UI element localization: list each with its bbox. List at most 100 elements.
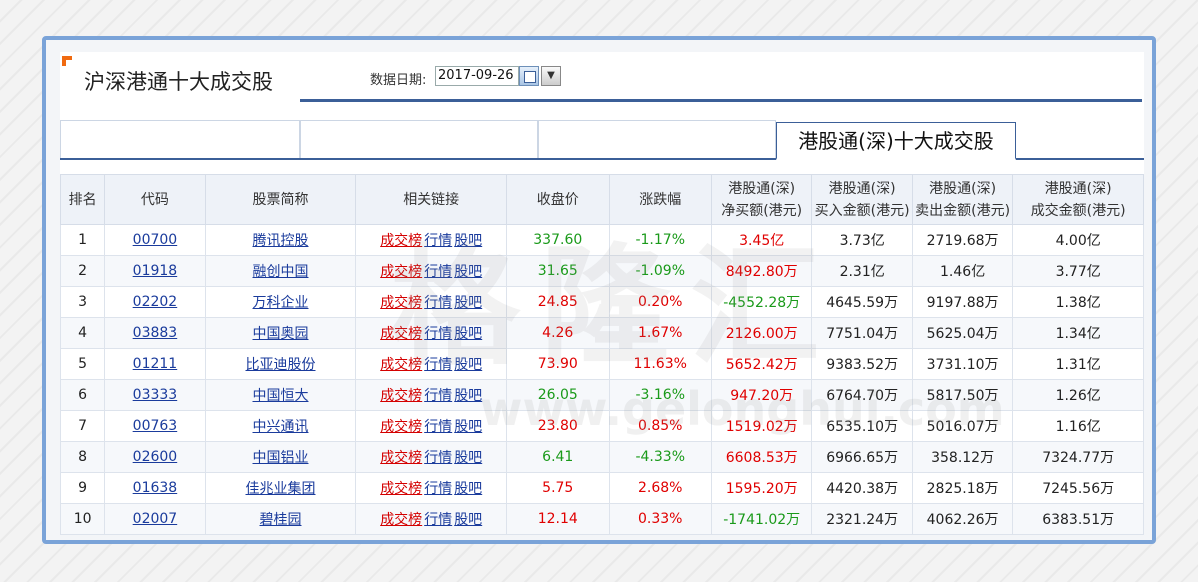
change-pct-cell: 1.67%	[608, 317, 712, 349]
forum-link[interactable]: 股吧	[454, 264, 483, 280]
tab-empty-3[interactable]	[538, 120, 776, 158]
stock-name-link[interactable]: 万科企业	[252, 295, 309, 311]
buy-amount-cell: 4645.59万	[811, 286, 913, 318]
change-pct-cell: 11.63%	[608, 348, 712, 380]
calendar-icon[interactable]	[519, 66, 539, 86]
quote-link[interactable]: 行情	[424, 357, 453, 373]
change-pct-cell: -4.33%	[608, 441, 712, 473]
net-buy-cell: 2126.00万	[710, 317, 813, 349]
stock-name-link[interactable]: 佳兆业集团	[245, 481, 316, 497]
stock-code-link[interactable]: 02007	[132, 511, 178, 527]
ranking-link[interactable]: 成交榜	[380, 419, 423, 435]
change-pct-cell: 0.85%	[608, 410, 712, 442]
ranking-link[interactable]: 成交榜	[380, 326, 423, 342]
ranking-link[interactable]: 成交榜	[380, 450, 423, 466]
forum-link[interactable]: 股吧	[454, 419, 483, 435]
forum-link[interactable]: 股吧	[454, 481, 483, 497]
forum-link[interactable]: 股吧	[454, 357, 483, 373]
name-cell: 中兴通讯	[204, 410, 357, 442]
stock-name-link[interactable]: 中国铝业	[252, 450, 309, 466]
stock-code-link[interactable]: 00700	[132, 232, 178, 248]
stock-code-link[interactable]: 02600	[132, 449, 178, 465]
forum-link[interactable]: 股吧	[454, 295, 483, 311]
rank-cell: 3	[59, 286, 106, 318]
quote-link[interactable]: 行情	[424, 388, 453, 404]
stock-code-link[interactable]: 02202	[132, 294, 178, 310]
ranking-link[interactable]: 成交榜	[380, 264, 423, 280]
code-cell: 03883	[104, 317, 206, 349]
ranking-link[interactable]: 成交榜	[380, 357, 423, 373]
total-amount-cell: 1.26亿	[1012, 379, 1144, 411]
total-amount-cell: 3.77亿	[1012, 255, 1144, 287]
stock-name-link[interactable]: 中国奥园	[252, 326, 309, 342]
forum-link[interactable]: 股吧	[454, 450, 483, 466]
change-pct-cell: -3.16%	[608, 379, 712, 411]
ranking-link[interactable]: 成交榜	[380, 295, 423, 311]
sell-amount-cell: 5625.04万	[911, 317, 1014, 349]
close-price-cell: 31.65	[506, 255, 610, 287]
sell-amount-cell: 2719.68万	[911, 224, 1014, 256]
rank-cell: 5	[59, 348, 106, 380]
table-header-row: 排名 代码 股票简称 相关链接 收盘价 涨跌幅 港股通(深) 净买额(港元) 港股通(深) 买入金…	[59, 174, 1144, 225]
stock-code-link[interactable]: 01638	[132, 480, 178, 496]
links-cell: 成交榜 行情 股吧	[355, 286, 508, 318]
column-header: 收盘价	[506, 174, 610, 225]
tab-hk-connect-sz[interactable]: 港股通(深)十大成交股	[776, 122, 1016, 160]
stock-name-link[interactable]: 腾讯控股	[252, 233, 309, 249]
name-cell: 融创中国	[204, 255, 357, 287]
buy-amount-cell: 7751.04万	[811, 317, 913, 349]
main-panel: 沪深港通十大成交股 数据日期: 2017-09-26 ▼ 港股通(深)十大成交股…	[42, 36, 1156, 544]
net-buy-cell: 947.20万	[710, 379, 813, 411]
ranking-link[interactable]: 成交榜	[380, 388, 423, 404]
stock-code-link[interactable]: 01918	[132, 263, 178, 279]
tab-empty-2[interactable]	[300, 120, 538, 158]
tab-empty-1[interactable]	[60, 120, 300, 158]
close-price-cell: 12.14	[506, 503, 610, 535]
table-row: 1 00700 腾讯控股 成交榜 行情 股吧 337.60 -1.17% 3.45亿 3.73亿 2…	[59, 224, 1144, 256]
tab-underline	[60, 158, 1144, 160]
forum-link[interactable]: 股吧	[454, 326, 483, 342]
change-pct-cell: 2.68%	[608, 472, 712, 504]
quote-link[interactable]: 行情	[424, 481, 453, 497]
stock-code-link[interactable]: 01211	[132, 356, 178, 372]
code-cell: 00763	[104, 410, 206, 442]
column-header: 港股通(深) 净买额(港元)	[710, 174, 813, 225]
stock-code-link[interactable]: 03333	[132, 387, 178, 403]
quote-link[interactable]: 行情	[424, 233, 453, 249]
ranking-link[interactable]: 成交榜	[380, 481, 423, 497]
close-price-cell: 23.80	[506, 410, 610, 442]
quote-link[interactable]: 行情	[424, 419, 453, 435]
chevron-down-icon[interactable]: ▼	[541, 66, 561, 86]
stock-name-link[interactable]: 中国恒大	[252, 388, 309, 404]
forum-link[interactable]: 股吧	[454, 233, 483, 249]
forum-link[interactable]: 股吧	[454, 388, 483, 404]
quote-link[interactable]: 行情	[424, 264, 453, 280]
column-header: 涨跌幅	[608, 174, 712, 225]
sell-amount-cell: 5016.07万	[911, 410, 1014, 442]
quote-link[interactable]: 行情	[424, 512, 453, 528]
links-cell: 成交榜 行情 股吧	[355, 379, 508, 411]
total-amount-cell: 1.16亿	[1012, 410, 1144, 442]
column-header: 代码	[104, 174, 206, 225]
date-input[interactable]: 2017-09-26	[435, 66, 519, 86]
close-price-cell: 73.90	[506, 348, 610, 380]
close-price-cell: 337.60	[506, 224, 610, 256]
stock-name-link[interactable]: 比亚迪股份	[245, 357, 316, 373]
ranking-link[interactable]: 成交榜	[380, 512, 423, 528]
ranking-link[interactable]: 成交榜	[380, 233, 423, 249]
stock-name-link[interactable]: 碧桂园	[259, 512, 302, 528]
stock-name-link[interactable]: 融创中国	[252, 264, 309, 280]
change-pct-cell: 0.20%	[608, 286, 712, 318]
stock-name-link[interactable]: 中兴通讯	[252, 419, 309, 435]
stock-code-link[interactable]: 00763	[132, 418, 178, 434]
quote-link[interactable]: 行情	[424, 450, 453, 466]
net-buy-cell: 1595.20万	[710, 472, 813, 504]
rank-cell: 8	[59, 441, 106, 473]
rank-cell: 1	[59, 224, 106, 256]
links-cell: 成交榜 行情 股吧	[355, 224, 508, 256]
quote-link[interactable]: 行情	[424, 295, 453, 311]
quote-link[interactable]: 行情	[424, 326, 453, 342]
forum-link[interactable]: 股吧	[454, 512, 483, 528]
stock-code-link[interactable]: 03883	[132, 325, 178, 341]
column-header: 港股通(深) 卖出金额(港元)	[911, 174, 1014, 225]
